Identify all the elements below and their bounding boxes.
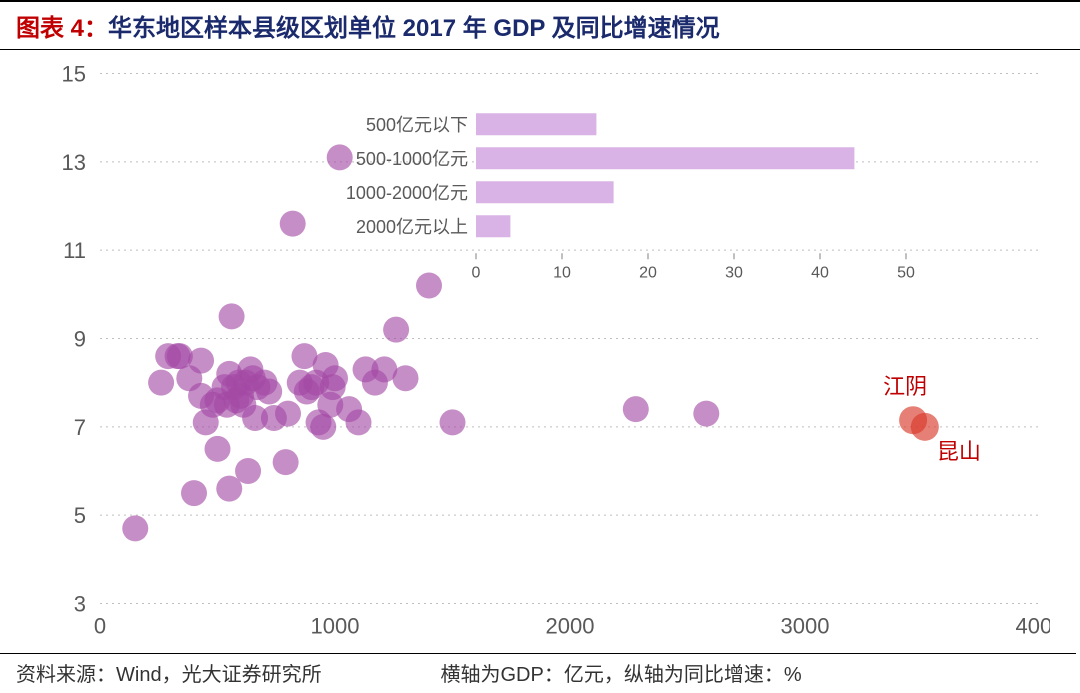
- svg-text:15: 15: [62, 62, 86, 87]
- svg-text:40: 40: [811, 264, 829, 281]
- svg-text:1000-2000亿元: 1000-2000亿元: [346, 183, 468, 203]
- svg-text:3: 3: [74, 592, 86, 617]
- svg-text:昆山: 昆山: [937, 439, 981, 464]
- svg-text:0: 0: [472, 264, 481, 281]
- source-value: Wind，光大证券研究所: [116, 664, 322, 686]
- footer-bar: 资料来源：Wind，光大证券研究所 横轴为GDP：亿元，纵轴为同比增速：%: [0, 653, 1076, 693]
- svg-text:江阴: 江阴: [883, 374, 927, 399]
- svg-text:5: 5: [74, 503, 86, 528]
- svg-text:9: 9: [74, 327, 86, 352]
- axis-note-x-prefix: 横轴为: [440, 664, 500, 686]
- svg-text:10: 10: [553, 264, 571, 281]
- svg-text:30: 30: [725, 264, 743, 281]
- svg-text:11: 11: [63, 238, 86, 263]
- source-label: 资料来源：: [16, 664, 116, 686]
- svg-text:3000: 3000: [781, 614, 830, 639]
- svg-text:20: 20: [639, 264, 657, 281]
- svg-text:4000: 4000: [1016, 614, 1050, 639]
- axis-note-y-value: 同比增速：%: [684, 664, 802, 686]
- axis-note-x-value: GDP：亿元，: [500, 664, 623, 686]
- chart-area: 3 5 7 9 11 13 15 0 1000 2000 3000 4000 江阴昆山 500亿元以下 50…: [30, 58, 1050, 649]
- title-bar: 图表 4：华东地区样本县级区划单位 2017 年 GDP 及同比增速情况: [0, 0, 1080, 50]
- title-prefix: 图表 4：: [16, 15, 108, 42]
- svg-text:13: 13: [62, 150, 86, 175]
- svg-text:7: 7: [74, 415, 86, 440]
- svg-text:0: 0: [94, 614, 106, 639]
- svg-text:1000: 1000: [311, 614, 360, 639]
- svg-text:2000亿元以上: 2000亿元以上: [356, 217, 468, 237]
- axis-note-y-prefix: 纵轴为: [624, 664, 684, 686]
- svg-text:50: 50: [897, 264, 915, 281]
- svg-text:500-1000亿元: 500-1000亿元: [356, 149, 468, 169]
- scatter-chart: 3 5 7 9 11 13 15 0 1000 2000 3000 4000 江阴昆山 500亿元以下 50…: [30, 58, 1050, 649]
- figure-container: 图表 4：华东地区样本县级区划单位 2017 年 GDP 及同比增速情况 3 5 7…: [0, 0, 1080, 693]
- svg-text:2000: 2000: [546, 614, 595, 639]
- title-text: 华东地区样本县级区划单位 2017 年 GDP 及同比增速情况: [108, 15, 720, 42]
- svg-text:500亿元以下: 500亿元以下: [366, 115, 468, 135]
